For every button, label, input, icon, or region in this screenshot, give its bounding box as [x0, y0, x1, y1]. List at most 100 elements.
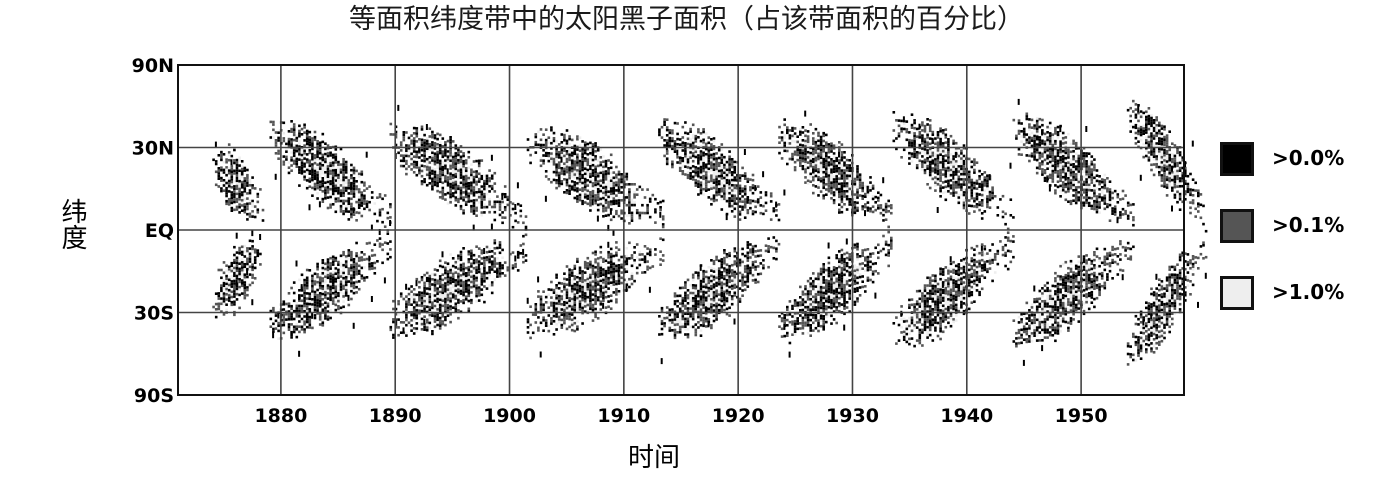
sunspot-cell [594, 286, 597, 290]
sunspot-cell [420, 317, 424, 321]
sunspot-cell [483, 259, 486, 262]
sunspot-cell [694, 271, 698, 274]
sunspot-cell [412, 147, 416, 151]
sunspot-cell [725, 266, 729, 269]
sunspot-cell [316, 176, 319, 179]
sunspot-cell [438, 277, 442, 281]
sunspot-cell [240, 191, 244, 194]
sunspot-cell [723, 249, 726, 252]
sunspot-cell [720, 197, 724, 201]
sunspot-cell [318, 279, 322, 282]
sunspot-cell [470, 265, 473, 268]
sunspot-cell [433, 325, 437, 329]
sunspot-cell [573, 282, 577, 286]
sunspot-cell [576, 200, 579, 203]
sunspot-cell [661, 215, 665, 218]
sunspot-cell [418, 138, 421, 141]
x-axis-label: 时间 [627, 443, 680, 473]
sunspot-cell [436, 176, 439, 180]
sunspot-cell [321, 140, 325, 144]
sunspot-cell [801, 149, 805, 152]
sunspot-cell [759, 249, 763, 252]
sunspot-cell [591, 189, 595, 193]
sunspot-cell [730, 178, 734, 182]
sunspot-cell [617, 204, 621, 207]
sunspot-cell [720, 187, 724, 190]
sunspot-cell [749, 206, 752, 210]
sunspot-cell [311, 287, 314, 291]
sunspot-cell [240, 274, 244, 277]
sunspot-cell [438, 180, 442, 183]
sunspot-cell [287, 143, 291, 146]
sunspot-cell [467, 176, 471, 180]
sunspot-cell [599, 156, 603, 159]
sunspot-cell [405, 316, 408, 319]
sunspot-cell [326, 167, 330, 171]
sunspot-cell [812, 178, 815, 182]
sunspot-cell [812, 321, 815, 325]
sunspot-cell [352, 166, 356, 170]
sunspot-cell [689, 309, 692, 313]
sunspot-cell [449, 313, 452, 316]
sunspot-cell [550, 304, 553, 307]
sunspot-cell [451, 179, 455, 182]
sunspot-cell [350, 263, 353, 267]
sunspot-cell [791, 129, 794, 132]
sunspot-cell [415, 153, 419, 156]
sunspot-cell [633, 246, 636, 249]
sunspot-cell [230, 274, 234, 278]
sunspot-cell [630, 256, 634, 260]
sunspot-cell [389, 216, 392, 219]
sunspot-cell [318, 149, 322, 152]
sunspot-cell [470, 301, 473, 305]
sunspot-cell [806, 295, 810, 298]
sunspot-cell [441, 320, 445, 323]
sunspot-cell [786, 318, 789, 322]
sunspot-cell [339, 270, 343, 273]
sunspot-cell [689, 140, 692, 144]
sunspot-cell [240, 271, 244, 275]
sunspot-cell [370, 254, 374, 257]
sunspot-cell [555, 310, 558, 313]
sunspot-cell [596, 149, 600, 152]
sunspot-cell [475, 209, 478, 212]
sunspot-cell [389, 255, 392, 259]
sunspot-cell [475, 271, 478, 274]
sunspot-cell [235, 190, 239, 193]
sunspot-cell [809, 277, 812, 280]
sunspot-cell [809, 159, 812, 163]
sunspot-cell [591, 308, 595, 312]
sunspot-cell [483, 248, 486, 254]
sunspot-cell [350, 276, 353, 280]
sunspot-cell [405, 167, 408, 171]
sunspot-cell [331, 291, 335, 295]
sunspot-cell [423, 294, 426, 298]
sunspot-cell [720, 177, 724, 180]
sunspot-cell [604, 277, 608, 281]
sunspot-cell [570, 305, 574, 309]
sunspot-cell [681, 309, 685, 313]
sunspot-cell [681, 315, 685, 318]
sunspot-cell [483, 274, 486, 278]
sunspot-cell [342, 173, 345, 177]
sunspot-cell [786, 331, 789, 335]
sunspot-cell [399, 331, 403, 334]
sunspot-cell [570, 180, 574, 183]
sunspot-cell [444, 316, 447, 319]
sunspot-cell [433, 299, 437, 303]
sunspot-cell [308, 151, 312, 155]
sunspot-cell [402, 138, 406, 142]
sunspot-cell [344, 181, 348, 185]
sunspot-cell [599, 161, 603, 164]
sunspot-cell [633, 201, 636, 204]
sunspot-cell [436, 150, 439, 154]
sunspot-cell [415, 140, 419, 143]
sunspot-cell [311, 279, 314, 283]
sunspot-cell [524, 254, 528, 257]
sunspot-cell [433, 168, 437, 171]
sunspot-cell [444, 323, 447, 327]
sunspot-cell [738, 279, 742, 283]
sunspot-cell [659, 208, 662, 212]
sunspot-cell [454, 284, 458, 287]
sunspot-cell [576, 161, 579, 164]
